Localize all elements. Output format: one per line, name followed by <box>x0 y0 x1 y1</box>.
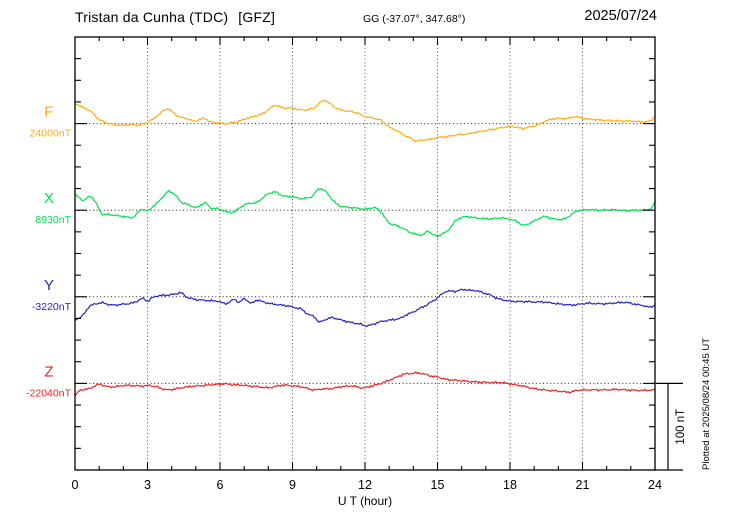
station-title: Tristan da Cunha (TDC) [GFZ] <box>75 9 275 25</box>
station-name: Tristan da Cunha (TDC) <box>75 9 229 25</box>
x-tick-label: 24 <box>648 478 662 492</box>
x-axis-label: U T (hour) <box>338 494 392 508</box>
scale-bar-label: 100 nT <box>675 409 687 445</box>
institute-tag: [GFZ] <box>238 9 276 25</box>
trace-Z <box>74 371 656 397</box>
trace-F <box>74 99 656 143</box>
series-label-Z: Z <box>44 363 53 380</box>
series-label-X: X <box>44 190 54 207</box>
series-baseline-value-Z: -22040nT <box>26 387 72 399</box>
x-tick-label: 6 <box>217 478 224 492</box>
x-tick-label: 15 <box>431 478 445 492</box>
plot-date: 2025/07/24 <box>584 8 657 24</box>
series-baseline-value-F: 24000nT <box>30 128 72 140</box>
series-label-Y: Y <box>44 277 54 294</box>
x-tick-label: 3 <box>144 478 151 492</box>
plotted-at-note: Plotted at 2025/08/24 00:45 UT <box>701 338 712 470</box>
x-tick-label: 12 <box>358 478 372 492</box>
x-tick-label: 21 <box>576 478 590 492</box>
x-tick-label: 0 <box>72 478 79 492</box>
x-tick-label: 9 <box>289 478 296 492</box>
series-baseline-value-Y: -3220nT <box>32 301 72 313</box>
series-baseline-value-X: 8930nT <box>35 214 71 226</box>
series-label-F: F <box>44 104 53 121</box>
trace-X <box>74 188 656 238</box>
geographic-coordinates: GG (-37.07°, 347.68°) <box>363 13 466 25</box>
x-tick-label: 18 <box>503 478 517 492</box>
trace-Y <box>74 288 656 328</box>
